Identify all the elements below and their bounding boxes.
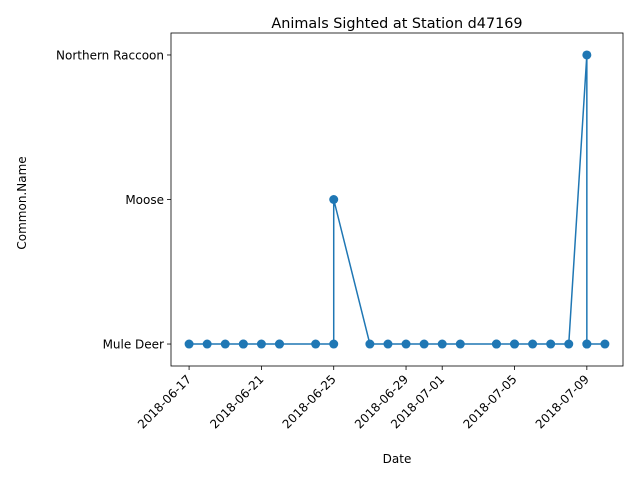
data-point (329, 195, 339, 204)
data-point (329, 339, 339, 349)
data-point (238, 339, 248, 349)
data-point (311, 339, 321, 349)
y-tick-label: Northern Raccoon (56, 48, 164, 62)
data-point (546, 339, 556, 349)
data-point (564, 339, 574, 349)
chart-title: Animals Sighted at Station d47169 (271, 16, 522, 32)
data-point (582, 339, 592, 349)
data-point (274, 339, 284, 349)
data-point (582, 50, 592, 60)
data-point (455, 339, 465, 349)
data-point (510, 339, 520, 349)
y-axis-ticks: Mule Deer Moose Northern Raccoon (56, 48, 171, 352)
data-point (491, 339, 501, 349)
data-point (528, 339, 538, 349)
plot-area (184, 50, 610, 349)
data-point (184, 339, 194, 349)
data-point (401, 339, 411, 349)
x-axis-label: Date (383, 452, 412, 466)
y-tick-label: Moose (125, 193, 164, 207)
data-point (256, 339, 266, 349)
axes-frame (170, 32, 624, 367)
y-tick-label: Mule Deer (103, 338, 164, 352)
y-axis-label: Common.Name (15, 156, 29, 249)
data-point (220, 339, 230, 349)
data-point (437, 339, 447, 349)
data-point (365, 339, 375, 349)
data-point (419, 339, 429, 349)
data-point (383, 339, 393, 349)
data-point (202, 339, 212, 349)
data-point (600, 339, 610, 349)
